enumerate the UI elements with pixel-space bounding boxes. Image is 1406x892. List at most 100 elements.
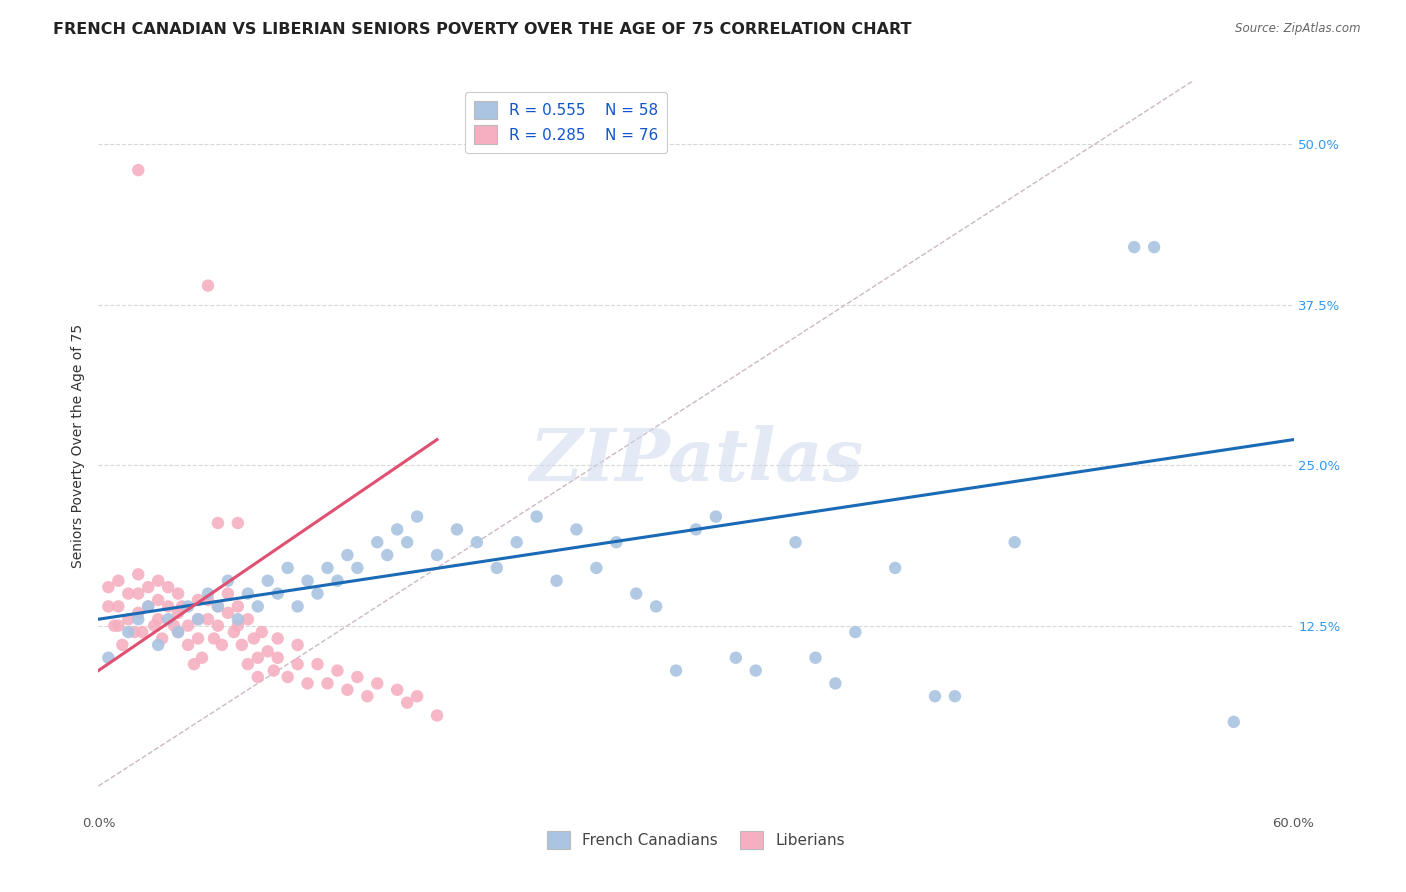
Point bbox=[267, 586, 290, 600]
Point bbox=[207, 599, 229, 614]
Point bbox=[136, 599, 159, 614]
Point bbox=[127, 163, 149, 178]
Point bbox=[375, 548, 398, 562]
Point bbox=[277, 561, 299, 575]
Point bbox=[256, 644, 278, 658]
Point bbox=[263, 664, 285, 678]
Point bbox=[177, 599, 200, 614]
Point bbox=[366, 535, 388, 549]
Point bbox=[187, 612, 209, 626]
Point bbox=[506, 535, 529, 549]
Point bbox=[824, 676, 846, 690]
Point bbox=[177, 618, 200, 632]
Point bbox=[163, 618, 186, 632]
Point bbox=[183, 657, 205, 672]
Y-axis label: Seniors Poverty Over the Age of 75: Seniors Poverty Over the Age of 75 bbox=[72, 324, 86, 568]
Point bbox=[297, 676, 319, 690]
Point bbox=[131, 625, 153, 640]
Point bbox=[546, 574, 568, 588]
Point bbox=[236, 612, 259, 626]
Point bbox=[167, 625, 190, 640]
Point bbox=[148, 593, 170, 607]
Point bbox=[103, 618, 125, 632]
Point bbox=[222, 625, 245, 640]
Point bbox=[287, 638, 309, 652]
Point bbox=[148, 638, 170, 652]
Point bbox=[143, 618, 166, 632]
Text: FRENCH CANADIAN VS LIBERIAN SENIORS POVERTY OVER THE AGE OF 75 CORRELATION CHART: FRENCH CANADIAN VS LIBERIAN SENIORS POVE… bbox=[53, 22, 912, 37]
Point bbox=[246, 599, 269, 614]
Point bbox=[246, 650, 269, 665]
Point bbox=[197, 586, 219, 600]
Point bbox=[385, 523, 409, 537]
Point bbox=[565, 523, 588, 537]
Point bbox=[297, 574, 319, 588]
Point bbox=[197, 612, 219, 626]
Point bbox=[785, 535, 807, 549]
Point bbox=[207, 599, 229, 614]
Point bbox=[136, 599, 159, 614]
Point bbox=[197, 593, 219, 607]
Point bbox=[97, 650, 120, 665]
Point bbox=[356, 690, 378, 704]
Point bbox=[665, 664, 688, 678]
Text: ZIPatlas: ZIPatlas bbox=[529, 425, 863, 496]
Point bbox=[446, 523, 468, 537]
Point bbox=[187, 632, 209, 646]
Point bbox=[243, 632, 266, 646]
Point bbox=[336, 548, 359, 562]
Point bbox=[157, 599, 180, 614]
Point bbox=[167, 606, 190, 620]
Point bbox=[136, 580, 159, 594]
Point bbox=[326, 574, 349, 588]
Point bbox=[267, 632, 290, 646]
Point bbox=[217, 606, 239, 620]
Point bbox=[127, 567, 149, 582]
Point bbox=[645, 599, 668, 614]
Point bbox=[605, 535, 627, 549]
Point bbox=[107, 599, 129, 614]
Point bbox=[336, 682, 359, 697]
Point bbox=[1143, 240, 1166, 254]
Point bbox=[226, 516, 249, 530]
Point bbox=[167, 625, 190, 640]
Point bbox=[226, 599, 249, 614]
Point bbox=[844, 625, 866, 640]
Point bbox=[191, 650, 214, 665]
Point bbox=[172, 599, 194, 614]
Point bbox=[157, 580, 180, 594]
Point bbox=[207, 618, 229, 632]
Point bbox=[346, 561, 368, 575]
Point bbox=[148, 612, 170, 626]
Point bbox=[316, 676, 339, 690]
Point bbox=[396, 535, 419, 549]
Point bbox=[287, 599, 309, 614]
Point bbox=[124, 625, 146, 640]
Point bbox=[924, 690, 946, 704]
Point bbox=[246, 670, 269, 684]
Point bbox=[127, 606, 149, 620]
Point bbox=[236, 657, 259, 672]
Point bbox=[117, 586, 139, 600]
Point bbox=[465, 535, 488, 549]
Point bbox=[1004, 535, 1026, 549]
Point bbox=[167, 586, 190, 600]
Point bbox=[685, 523, 707, 537]
Point bbox=[97, 599, 120, 614]
Point bbox=[117, 625, 139, 640]
Point bbox=[724, 650, 747, 665]
Point bbox=[316, 561, 339, 575]
Point bbox=[1223, 714, 1246, 729]
Point bbox=[217, 586, 239, 600]
Point bbox=[127, 586, 149, 600]
Point bbox=[231, 638, 253, 652]
Point bbox=[385, 682, 409, 697]
Point bbox=[226, 618, 249, 632]
Point bbox=[745, 664, 768, 678]
Point bbox=[202, 632, 225, 646]
Point bbox=[107, 574, 129, 588]
Point bbox=[1123, 240, 1146, 254]
Point bbox=[346, 670, 368, 684]
Point bbox=[187, 612, 209, 626]
Point bbox=[207, 516, 229, 530]
